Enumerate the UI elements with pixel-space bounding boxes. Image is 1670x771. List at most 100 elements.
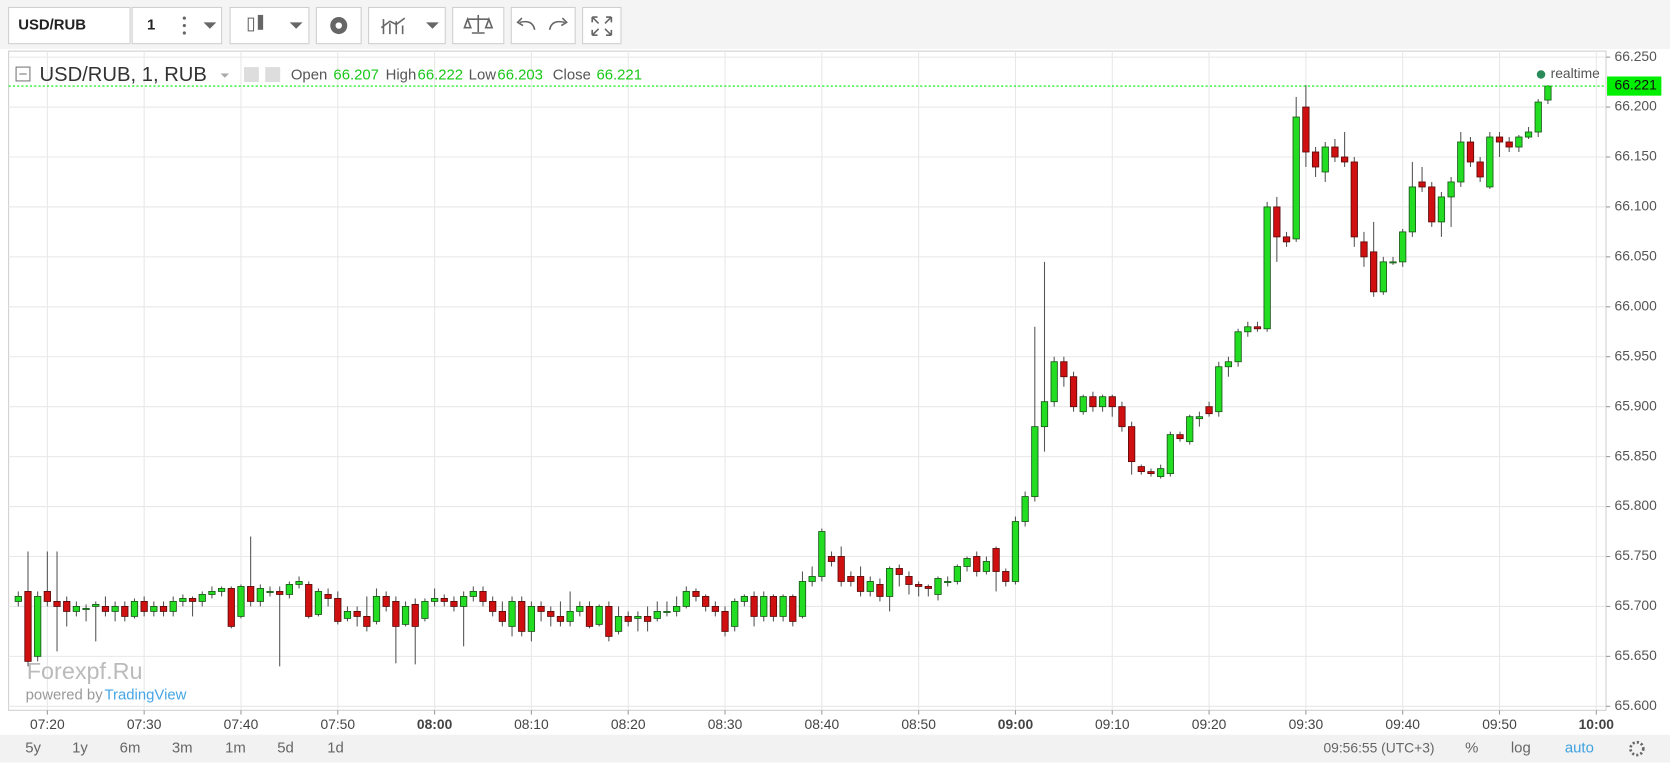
candle-body <box>1069 376 1078 408</box>
range-button[interactable]: 1m <box>225 741 246 757</box>
candle-body <box>711 606 719 612</box>
candle-body <box>1505 141 1513 148</box>
legend-settings[interactable] <box>265 67 281 82</box>
symbol: USD/RUB <box>18 17 86 33</box>
grid <box>8 51 1606 711</box>
legend-low-label: Low <box>469 68 497 84</box>
candle-body <box>779 596 787 617</box>
candle-body <box>556 615 565 622</box>
candle-body <box>1079 396 1087 413</box>
candle-body <box>1379 261 1387 293</box>
y-tick-label: 65.800 <box>1615 497 1658 513</box>
candle-body <box>1370 251 1378 293</box>
y-tick-label: 66.250 <box>1615 48 1658 64</box>
candle-body <box>1292 116 1300 240</box>
chart-type-button[interactable] <box>229 6 310 45</box>
candle-body <box>343 610 352 619</box>
candle-body <box>324 594 332 599</box>
candle-body <box>469 591 477 597</box>
range-button[interactable]: 1y <box>72 741 88 757</box>
candle-body <box>266 591 274 593</box>
candle-body <box>740 596 749 602</box>
range-button[interactable]: 5y <box>25 741 41 757</box>
powered-brand[interactable]: TradingView <box>104 687 186 703</box>
candle-body <box>411 604 419 627</box>
candle-body <box>159 606 168 612</box>
range-button[interactable]: 6m <box>120 741 141 757</box>
candle-body <box>518 601 526 632</box>
candle-body <box>702 596 710 607</box>
candle-body <box>82 607 90 610</box>
x-tick-label: 07:20 <box>30 716 65 732</box>
x-tick-label: 09:20 <box>1192 716 1227 732</box>
y-tick-label: 66.000 <box>1615 297 1658 313</box>
candle-body <box>1253 326 1262 330</box>
candle-body <box>760 596 768 617</box>
y-tick-label: 65.900 <box>1615 397 1658 413</box>
candle-body <box>1476 161 1484 178</box>
candle-body <box>682 591 690 607</box>
candle-body <box>866 581 874 592</box>
candle-body <box>798 581 807 617</box>
candle-body <box>508 601 516 627</box>
candle-body <box>1234 331 1242 363</box>
candle-body <box>595 606 603 625</box>
fullscreen-button[interactable] <box>582 6 622 45</box>
candle-body <box>1205 406 1213 415</box>
candle-body <box>1495 136 1504 143</box>
symbol-box[interactable] <box>8 6 131 45</box>
candle-body <box>731 601 739 627</box>
range-button[interactable]: 5d <box>277 741 294 757</box>
x-tick-label: 07:50 <box>320 716 355 732</box>
candle-body <box>1515 136 1523 148</box>
auto-toggle[interactable]: auto <box>1565 741 1594 757</box>
x-tick-label: 08:40 <box>805 716 840 732</box>
candle-body <box>1128 426 1136 463</box>
last-price-box <box>1607 76 1662 96</box>
candle-body <box>847 576 855 582</box>
candle-body <box>1195 416 1204 420</box>
legend-high-label: High <box>386 68 417 84</box>
undo-redo[interactable] <box>510 6 576 45</box>
candle-body <box>769 596 778 617</box>
candle-body <box>1273 206 1281 238</box>
candle-body <box>1428 186 1436 223</box>
candle-body <box>537 606 545 612</box>
candle-body <box>1186 416 1194 443</box>
candle-body <box>1031 426 1039 497</box>
range-button[interactable]: 3m <box>172 741 193 757</box>
candle-body <box>837 556 845 582</box>
realtime-dot <box>1536 70 1546 79</box>
x-tick-label: 08:10 <box>514 716 549 732</box>
candle-body <box>915 584 923 587</box>
bottom-bar <box>0 734 1670 763</box>
range-button[interactable]: 1d <box>327 741 344 757</box>
candle-body <box>179 598 187 602</box>
candle-body <box>721 610 729 632</box>
candle-body <box>924 586 932 589</box>
candle-body <box>895 568 903 575</box>
candle-body <box>334 598 342 622</box>
legend-low-value: 66.203 <box>497 68 543 84</box>
candle-body <box>1340 156 1349 163</box>
candle-body <box>905 576 913 585</box>
candle-body <box>363 615 371 627</box>
y-tick-label: 65.600 <box>1615 697 1658 713</box>
legend-open-label: Open <box>291 68 327 84</box>
candle-body <box>150 606 158 612</box>
legend-eye[interactable] <box>243 67 259 82</box>
candle-body <box>1331 146 1339 158</box>
candle-body <box>53 601 61 607</box>
log-toggle[interactable]: log <box>1511 741 1531 757</box>
percent-toggle[interactable]: % <box>1465 741 1478 757</box>
candle-body <box>72 606 81 612</box>
settings-gear[interactable] <box>1629 740 1645 757</box>
candle-body <box>305 584 313 617</box>
candle-body <box>1244 326 1252 333</box>
candle-body <box>43 591 51 602</box>
legend-title: USD/RUB, 1, RUB <box>40 64 207 86</box>
last-price-label: 66.221 <box>1615 77 1658 93</box>
candle-body <box>227 588 235 627</box>
candle-body <box>653 610 661 619</box>
candle-body <box>692 591 700 597</box>
